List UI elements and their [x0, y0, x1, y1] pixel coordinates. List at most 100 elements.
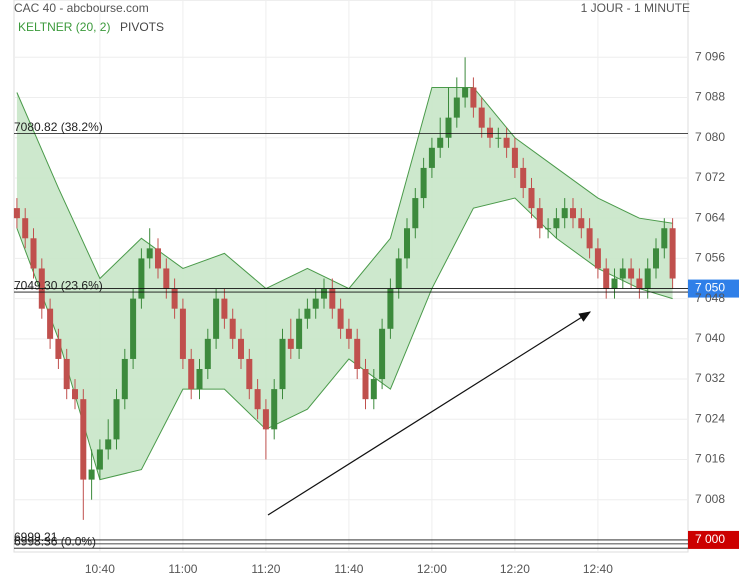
price-tag-label: 7 050: [695, 281, 725, 295]
candle-body: [462, 87, 469, 98]
pivot-label: 7049.30 (23.6%): [14, 278, 103, 292]
candle-body: [586, 228, 593, 249]
candle-body: [179, 308, 186, 359]
candle-body: [329, 288, 336, 309]
candle-body: [503, 137, 510, 148]
candle-body: [13, 208, 20, 219]
pivot-label: 6999.21: [14, 530, 58, 544]
candle-body: [354, 338, 361, 370]
candle-body: [254, 389, 261, 410]
candle-body: [312, 298, 319, 309]
candle-body: [146, 248, 153, 259]
candle-body: [545, 228, 552, 230]
candle-body: [387, 288, 394, 329]
x-tick-label: 10:40: [85, 562, 115, 576]
candle-body: [121, 358, 128, 400]
candle-body: [404, 228, 411, 259]
x-tick-label: 12:00: [417, 562, 447, 576]
candle-body: [487, 127, 494, 138]
indicator[interactable]: KELTNER (20, 2): [18, 20, 110, 34]
candle-body: [221, 298, 228, 319]
candle-body: [163, 268, 170, 289]
candle-body: [279, 338, 286, 390]
candle-body: [138, 258, 145, 299]
candle-body: [296, 318, 303, 349]
period[interactable]: 1 JOUR - 1 MINUTE: [581, 1, 690, 15]
candle-body: [669, 228, 676, 279]
candle-body: [653, 248, 660, 269]
y-tick-label: 7 072: [695, 170, 725, 184]
candle-body: [155, 248, 162, 269]
candle-body: [636, 278, 643, 289]
candle-body: [345, 328, 352, 339]
x-tick-label: 11:00: [168, 562, 197, 576]
keltner-band: [16, 87, 673, 480]
candle-body: [370, 379, 377, 400]
y-tick-label: 7 088: [695, 90, 725, 104]
candle-body: [362, 369, 369, 400]
candle-body: [628, 268, 635, 279]
candle-body: [428, 147, 435, 168]
y-tick-label: 7 064: [695, 210, 725, 224]
keltner-lower: [16, 197, 673, 481]
y-tick-label: 7 056: [695, 251, 725, 265]
candle-body: [619, 268, 626, 279]
candle-body: [644, 268, 651, 289]
candle-body: [188, 358, 195, 390]
x-tick-label: 11:20: [251, 562, 280, 576]
candle-body: [553, 218, 560, 229]
candle-body: [603, 268, 610, 289]
candle-body: [130, 298, 137, 359]
candle-body: [287, 338, 294, 349]
candle-body: [80, 399, 87, 480]
x-tick-label: 11:40: [334, 562, 363, 576]
candle-body: [412, 198, 419, 229]
arrow: [267, 311, 592, 516]
candle-body: [578, 218, 585, 229]
y-tick-label: 7 016: [695, 452, 725, 466]
candle-body: [470, 87, 477, 108]
pivot-label: 7080.82 (38.2%): [14, 120, 103, 134]
candle-body: [105, 439, 112, 450]
candle-body: [229, 318, 236, 339]
candle-body: [495, 137, 502, 139]
candle-body: [445, 117, 452, 138]
candle-body: [337, 308, 344, 329]
y-tick-label: 7 096: [695, 49, 725, 63]
price-tag: [688, 530, 739, 549]
candle-body: [262, 409, 269, 430]
y-tick-label: 7 008: [695, 492, 725, 506]
candle-body: [536, 208, 543, 229]
candle-body: [171, 288, 178, 309]
candle-body: [478, 107, 485, 128]
candle-body: [30, 238, 37, 269]
pivot-label: 6998.36 (0.0%): [14, 534, 96, 548]
candle-body: [321, 288, 328, 299]
candle-body: [96, 449, 103, 470]
x-tick-label: 12:20: [500, 562, 530, 576]
candle-body: [379, 328, 386, 380]
candle-body: [55, 338, 62, 359]
y-tick-label: 7 048: [695, 291, 725, 305]
candle-body: [561, 208, 568, 219]
candle-body: [22, 218, 29, 239]
y-tick-label: 7 024: [695, 411, 725, 425]
candle-body: [661, 228, 668, 249]
y-tick-label: 7 040: [695, 331, 725, 345]
plot-border: [13, 0, 689, 553]
candle-body: [271, 389, 278, 430]
x-tick-label: 12:40: [583, 562, 613, 576]
candle-body: [453, 97, 460, 118]
candle-body: [88, 469, 95, 480]
candle-body: [63, 358, 70, 390]
candle-body: [395, 258, 402, 289]
y-tick-label: 7 032: [695, 371, 725, 385]
candle-body: [570, 208, 577, 219]
y-tick-label: 7 080: [695, 130, 725, 144]
candle-body: [594, 248, 601, 269]
candle-body: [304, 308, 311, 319]
candle-body: [420, 167, 427, 199]
candle-body: [528, 188, 535, 209]
indicator[interactable]: PIVOTS: [120, 20, 164, 34]
candle-body: [196, 369, 203, 390]
